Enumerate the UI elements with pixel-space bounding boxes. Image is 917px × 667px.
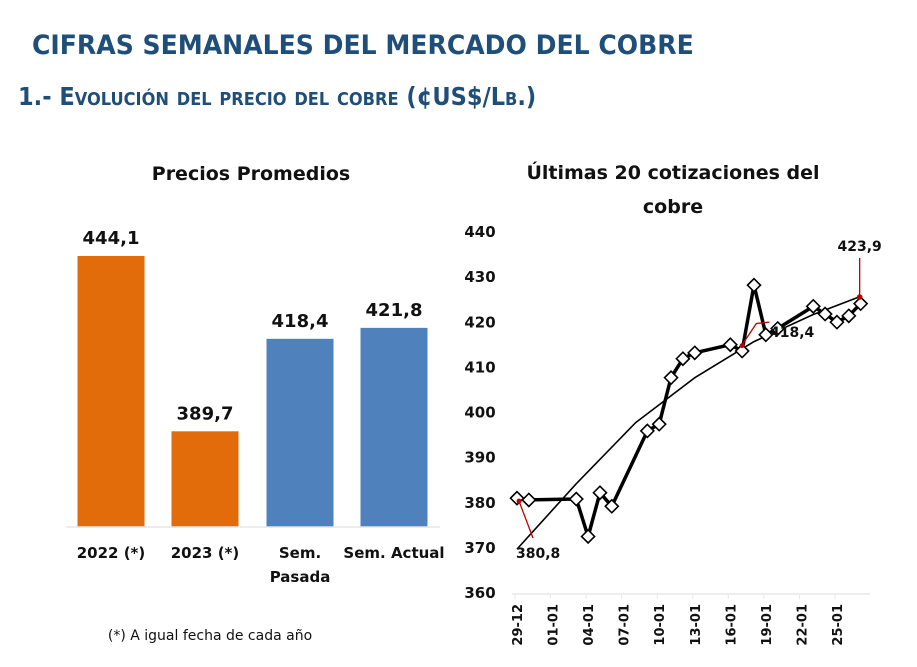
bar-category-label: 2023 (*) xyxy=(171,544,240,562)
bar-category-label: Pasada xyxy=(270,568,331,586)
bar-1 xyxy=(171,431,239,527)
bar-category-label: Sem. xyxy=(279,544,321,562)
bar-0 xyxy=(77,256,145,527)
bar-value-label: 389,7 xyxy=(177,403,234,424)
bar-3 xyxy=(360,327,428,527)
bar-category-label: 2022 (*) xyxy=(77,544,146,562)
bar-value-label: 444,1 xyxy=(83,228,140,249)
bar-value-label: 421,8 xyxy=(366,300,423,321)
bar-group: 444,1 2022 (*) 389,7 2023 (*) 418,4 Sem. Pasad… xyxy=(77,228,445,586)
section-subtitle: 1.- Evolución del precio del cobre (¢US$… xyxy=(18,82,537,111)
bar-value-label: 418,4 xyxy=(272,311,329,332)
bar-2 xyxy=(266,338,334,527)
page-title: CIFRAS SEMANALES DEL MERCADO DEL COBRE xyxy=(32,30,694,61)
bar-chart-title: Precios Promedios xyxy=(152,163,350,185)
bar-category-label: Sem. Actual xyxy=(343,544,444,562)
bar-chart-footnote: (*) A igual fecha de cada año xyxy=(108,628,312,644)
